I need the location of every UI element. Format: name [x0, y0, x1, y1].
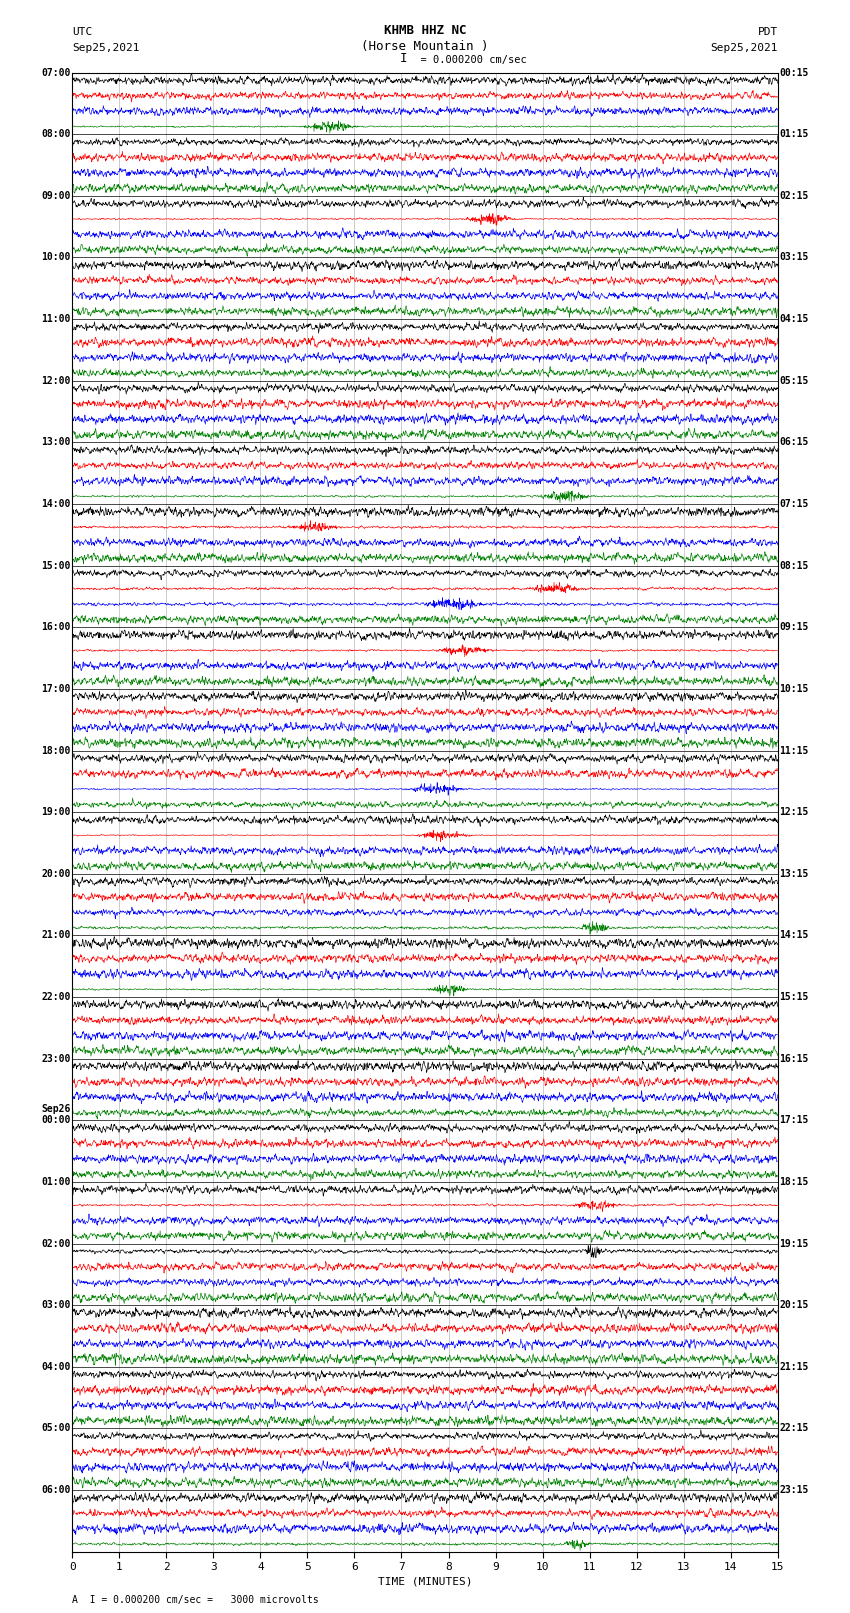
Text: 15:15: 15:15	[779, 992, 809, 1002]
Text: 18:00: 18:00	[41, 745, 71, 755]
Text: 05:15: 05:15	[779, 376, 809, 386]
Text: 01:15: 01:15	[779, 129, 809, 139]
Text: 10:00: 10:00	[41, 253, 71, 263]
Text: 19:00: 19:00	[41, 806, 71, 818]
Text: 12:00: 12:00	[41, 376, 71, 386]
Text: Sep26: Sep26	[41, 1103, 71, 1115]
Text: 18:15: 18:15	[779, 1177, 809, 1187]
Text: 07:15: 07:15	[779, 498, 809, 510]
Text: (Horse Mountain ): (Horse Mountain )	[361, 40, 489, 53]
Text: A  I = 0.000200 cm/sec =   3000 microvolts: A I = 0.000200 cm/sec = 3000 microvolts	[72, 1595, 319, 1605]
Text: 05:00: 05:00	[41, 1423, 71, 1434]
Text: PDT: PDT	[757, 27, 778, 37]
Text: 01:00: 01:00	[41, 1177, 71, 1187]
Text: 19:15: 19:15	[779, 1239, 809, 1248]
Text: 16:00: 16:00	[41, 623, 71, 632]
Text: Sep25,2021: Sep25,2021	[711, 44, 778, 53]
Text: 21:00: 21:00	[41, 931, 71, 940]
Text: 00:15: 00:15	[779, 68, 809, 77]
Text: 17:15: 17:15	[779, 1115, 809, 1126]
Text: 10:15: 10:15	[779, 684, 809, 694]
Text: 20:15: 20:15	[779, 1300, 809, 1310]
Text: 11:15: 11:15	[779, 745, 809, 755]
Text: 02:00: 02:00	[41, 1239, 71, 1248]
Text: 08:00: 08:00	[41, 129, 71, 139]
Text: 06:15: 06:15	[779, 437, 809, 447]
Text: 02:15: 02:15	[779, 190, 809, 202]
Text: 14:00: 14:00	[41, 498, 71, 510]
Text: 17:00: 17:00	[41, 684, 71, 694]
Text: KHMB HHZ NC: KHMB HHZ NC	[383, 24, 467, 37]
Text: 03:15: 03:15	[779, 253, 809, 263]
Text: 04:00: 04:00	[41, 1361, 71, 1371]
Text: 09:00: 09:00	[41, 190, 71, 202]
Text: Sep25,2021: Sep25,2021	[72, 44, 139, 53]
Text: 00:00: 00:00	[41, 1115, 71, 1126]
Text: 16:15: 16:15	[779, 1053, 809, 1063]
Text: 14:15: 14:15	[779, 931, 809, 940]
Text: 07:00: 07:00	[41, 68, 71, 77]
Text: 13:15: 13:15	[779, 869, 809, 879]
Text: 23:15: 23:15	[779, 1486, 809, 1495]
Text: UTC: UTC	[72, 27, 93, 37]
Text: 22:00: 22:00	[41, 992, 71, 1002]
Text: 13:00: 13:00	[41, 437, 71, 447]
Text: 21:15: 21:15	[779, 1361, 809, 1371]
Text: 09:15: 09:15	[779, 623, 809, 632]
Text: 15:00: 15:00	[41, 561, 71, 571]
Text: 20:00: 20:00	[41, 869, 71, 879]
Text: 08:15: 08:15	[779, 561, 809, 571]
Text: 03:00: 03:00	[41, 1300, 71, 1310]
Text: 12:15: 12:15	[779, 806, 809, 818]
Text: I: I	[400, 52, 407, 65]
Text: 04:15: 04:15	[779, 315, 809, 324]
Text: 11:00: 11:00	[41, 315, 71, 324]
Text: 06:00: 06:00	[41, 1486, 71, 1495]
Text: 23:00: 23:00	[41, 1053, 71, 1063]
X-axis label: TIME (MINUTES): TIME (MINUTES)	[377, 1576, 473, 1586]
Text: = 0.000200 cm/sec: = 0.000200 cm/sec	[408, 55, 527, 65]
Text: 22:15: 22:15	[779, 1423, 809, 1434]
